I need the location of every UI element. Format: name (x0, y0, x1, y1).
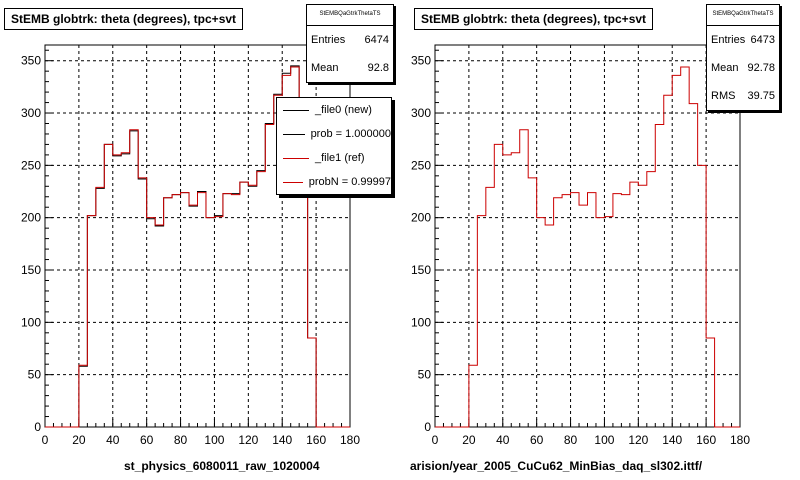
panel2-x-tick-label: 0 (432, 433, 439, 447)
stats-value: 92.8 (367, 62, 389, 74)
panel2-y-tick-label: 200 (411, 211, 431, 225)
panel2-title: StEMB globtrk: theta (degrees), tpc+svt (414, 8, 654, 30)
panel2-x-tick-label: 60 (530, 433, 544, 447)
panel1-y-tick-label: 250 (21, 158, 41, 172)
panel2-y-tick-label: 0 (424, 420, 431, 434)
panel1-footer: st_physics_6080011_raw_1020004 (124, 459, 320, 473)
panel1-series-2-line (45, 66, 350, 428)
panel1-x-tick-label: 120 (238, 433, 258, 447)
panel1-x-tick-label: 160 (306, 433, 326, 447)
panel1-stats-entries: Entries 6474 (307, 26, 393, 54)
panel2-stats-name: StEMBQaGtrkThetaTS (707, 5, 779, 26)
panel2-stats-box: StEMBQaGtrkThetaTS Entries 6473 Mean 92.… (706, 4, 780, 111)
panel2-x-tick-label: 180 (730, 433, 750, 447)
legend-item-file0: _file0 (new) (277, 98, 391, 122)
stats-value: 92.78 (747, 62, 775, 74)
panel1-x-tick-label: 40 (106, 433, 120, 447)
panel2-x-tick-label: 160 (696, 433, 716, 447)
panel1-x-tick-label: 100 (204, 433, 224, 447)
stats-value: 6474 (364, 34, 389, 46)
panel2-x-tick-label: 140 (662, 433, 682, 447)
panel2-y-tick-label: 250 (411, 158, 431, 172)
stats-label: Entries (711, 34, 746, 46)
panel1-y-tick-label: 50 (28, 368, 42, 382)
stats-label: Mean (711, 62, 739, 74)
stats-label: Mean (311, 62, 339, 74)
panel1-stats-name: StEMBQaGtrkThetaTS (307, 5, 393, 26)
panel2-x-tick-label: 40 (496, 433, 510, 447)
legend-line-icon (283, 109, 309, 111)
panel2-y-tick-label: 300 (411, 106, 431, 120)
panel2-frame (434, 44, 741, 428)
panel2-stats-mean: Mean 92.78 (707, 54, 779, 82)
legend-item-probn: probN = 0.99997 (277, 170, 391, 194)
legend-label: probN = 0.99997 (308, 176, 391, 188)
stats-value: 39.75 (747, 90, 775, 102)
panel2-x-tick-label: 80 (564, 433, 578, 447)
panel1-x-tick-label: 140 (272, 433, 292, 447)
legend-label: _file1 (ref) (315, 152, 365, 164)
legend-line-icon (283, 157, 309, 159)
legend-line-icon (283, 181, 303, 183)
panel2-stats-entries: Entries 6473 (707, 26, 779, 54)
legend-box: _file0 (new) prob = 1.000000 _file1 (ref… (276, 97, 392, 195)
stats-value: 6473 (750, 34, 775, 46)
panel1-stats-box: StEMBQaGtrkThetaTS Entries 6474 Mean 92.… (306, 4, 394, 83)
panel1-y-tick-label: 0 (34, 420, 41, 434)
panel2-y-tick-label: 150 (411, 263, 431, 277)
legend-line-icon (283, 133, 305, 135)
panel1-y-tick-label: 150 (21, 263, 41, 277)
panel1-y-tick-label: 300 (21, 106, 41, 120)
panel1-y-tick-label: 100 (21, 315, 41, 329)
stats-label: RMS (711, 90, 736, 102)
panel1-x-tick-label: 180 (340, 433, 360, 447)
legend-label: prob = 1.000000 (310, 128, 391, 140)
legend-item-prob: prob = 1.000000 (277, 122, 391, 146)
legend-label: _file0 (new) (315, 104, 372, 116)
panel1-title: StEMB globtrk: theta (degrees), tpc+svt (4, 8, 244, 30)
panel1-y-tick-label: 350 (21, 54, 41, 68)
panel2-y-tick-label: 350 (411, 54, 431, 68)
panel2-footer: arision/year_2005_CuCu62_MinBias_daq_sl3… (410, 459, 703, 473)
legend-item-file1: _file1 (ref) (277, 146, 391, 170)
panel1-stats-mean: Mean 92.8 (307, 54, 393, 82)
panel2-x-tick-label: 20 (462, 433, 476, 447)
panel1-y-tick-label: 200 (21, 211, 41, 225)
panel2-stats-rms: RMS 39.75 (707, 82, 779, 110)
panel1-x-tick-label: 20 (72, 433, 86, 447)
panel2-y-tick-label: 100 (411, 315, 431, 329)
panel1-x-tick-label: 60 (140, 433, 154, 447)
panel2-x-tick-label: 100 (594, 433, 614, 447)
stats-label: Entries (311, 34, 346, 46)
panel2-y-tick-label: 50 (418, 368, 432, 382)
panel2-series-1-line (435, 66, 740, 428)
panel1-x-tick-label: 0 (42, 433, 49, 447)
panel2-x-tick-label: 120 (628, 433, 648, 447)
panel1-x-tick-label: 80 (174, 433, 188, 447)
